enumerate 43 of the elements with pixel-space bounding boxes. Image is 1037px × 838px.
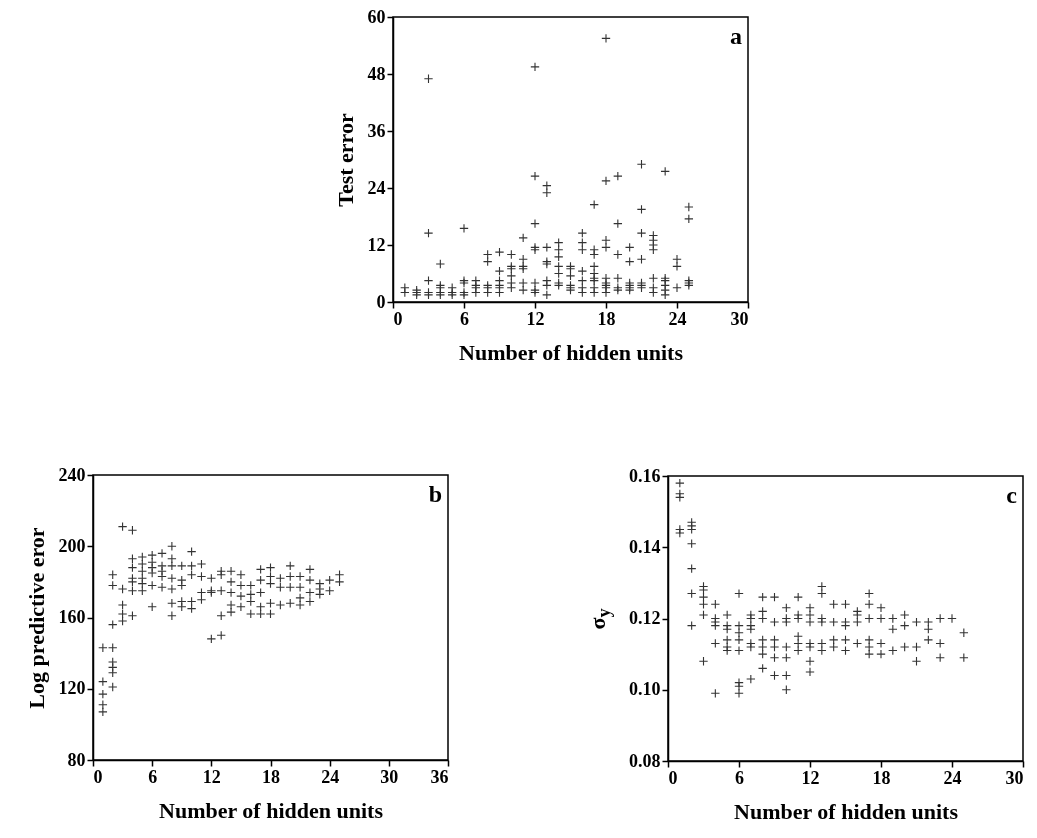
x-tick-label: 12 bbox=[526, 308, 545, 329]
y-axis-title: Test error bbox=[332, 113, 358, 207]
y-tick-label: 240 bbox=[58, 464, 86, 485]
x-tick-label: 6 bbox=[148, 766, 158, 787]
x-tick-label: 12 bbox=[801, 767, 820, 788]
y-tick-label: 120 bbox=[58, 678, 86, 699]
x-tick-label: 12 bbox=[202, 766, 221, 787]
x-tick-label: 24 bbox=[668, 308, 687, 329]
y-tick-label: 0.14 bbox=[629, 536, 661, 557]
x-tick-label: 6 bbox=[460, 308, 469, 329]
annotation: c bbox=[1006, 482, 1018, 508]
y-axis-title: Log predictive eror bbox=[23, 527, 49, 709]
x-tick-label: 18 bbox=[262, 766, 280, 787]
x-tick-label: 30 bbox=[1005, 767, 1024, 788]
y-tick-label: 60 bbox=[367, 6, 386, 27]
y-tick-label: 80 bbox=[67, 749, 86, 770]
x-tick-label: 0 bbox=[668, 767, 678, 788]
annotation: b bbox=[428, 481, 442, 507]
y-tick-label: 48 bbox=[367, 63, 386, 84]
y-tick-label: 0.12 bbox=[629, 608, 661, 628]
x-tick-label: 36 bbox=[430, 766, 449, 787]
annotation: a bbox=[730, 23, 742, 49]
y-tick-label: 0 bbox=[376, 291, 386, 312]
x-tick-label: 24 bbox=[943, 767, 962, 788]
y-tick-label: 200 bbox=[58, 535, 86, 556]
x-tick-label: 30 bbox=[380, 766, 399, 787]
y-tick-label: 36 bbox=[367, 120, 386, 141]
y-tick-label: 24 bbox=[367, 177, 386, 198]
x-axis-title: Number of hidden units bbox=[159, 797, 384, 823]
x-tick-label: 18 bbox=[872, 767, 891, 788]
x-axis-title: Number of hidden units bbox=[734, 798, 959, 824]
x-axis-title: Number of hidden units bbox=[459, 339, 684, 365]
x-tick-label: 18 bbox=[597, 308, 616, 329]
x-tick-label: 0 bbox=[93, 766, 103, 787]
x-tick-label: 0 bbox=[393, 308, 403, 329]
y-tick-label: 0.10 bbox=[629, 679, 661, 700]
x-tick-label: 24 bbox=[321, 766, 340, 787]
y-tick-label: 0.08 bbox=[629, 750, 661, 771]
x-tick-label: 6 bbox=[735, 767, 744, 788]
y-tick-label: 0.16 bbox=[629, 465, 661, 486]
y-tick-label: 12 bbox=[367, 234, 386, 255]
y-tick-label: 160 bbox=[58, 607, 86, 627]
x-tick-label: 30 bbox=[730, 308, 749, 329]
